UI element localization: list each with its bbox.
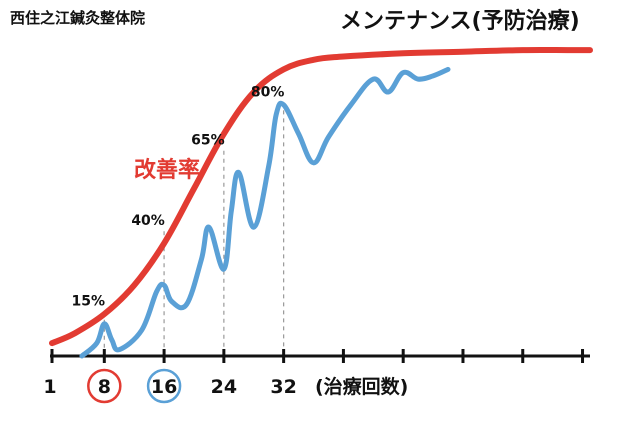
- series-layer: [49, 46, 593, 359]
- x-axis-label: (治療回数): [315, 375, 408, 398]
- clinic-name: 西住之江鍼灸整体院: [10, 9, 145, 27]
- maintenance-label: メンテナンス(予防治療): [340, 8, 580, 34]
- annotation-label: 80%: [251, 84, 285, 100]
- annotation-label: 65%: [191, 133, 225, 149]
- x-tick-label: 24: [211, 376, 237, 398]
- series-line-improvement: [49, 46, 593, 347]
- guide-lines: [103, 102, 285, 354]
- x-tick-label: 1: [43, 376, 56, 398]
- x-tick-label: 16: [151, 376, 177, 398]
- x-tick-label: 32: [270, 376, 296, 398]
- x-axis-ticks: [50, 349, 585, 363]
- annotation-label: 15%: [72, 294, 106, 310]
- series-line-symptoms: [79, 66, 451, 359]
- x-tick-label: 8: [98, 376, 111, 398]
- x-tick-labels: 1 8 16 24 32: [43, 368, 297, 404]
- annotation-label: 40%: [131, 213, 165, 229]
- x-axis: [50, 349, 590, 363]
- tick-highlight-circle: [87, 368, 122, 404]
- improvement-label: 改善率: [134, 157, 200, 183]
- annotations: 15% 40% 65% 80%: [72, 84, 285, 309]
- tick-highlight-circle: [146, 368, 182, 404]
